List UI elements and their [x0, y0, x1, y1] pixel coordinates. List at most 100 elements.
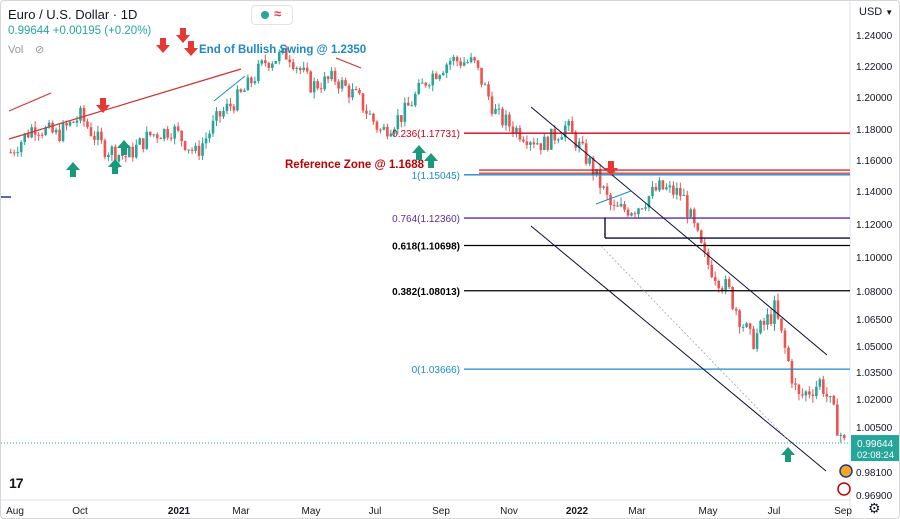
candle-body — [368, 113, 372, 115]
candle-body — [609, 194, 612, 206]
candle-body — [281, 48, 285, 53]
price-tick-label: 1.24000 — [856, 31, 893, 42]
candle-body — [253, 81, 257, 84]
candle-body — [211, 120, 215, 134]
candle-body — [75, 120, 79, 123]
candle-body — [511, 126, 515, 134]
candle-body — [556, 139, 560, 141]
candle-body — [668, 185, 672, 188]
candle-body — [550, 128, 553, 150]
candle-body — [305, 67, 309, 72]
gear-icon[interactable]: ⚙ — [868, 500, 881, 516]
candle-body — [107, 154, 110, 158]
candle-body — [169, 137, 173, 139]
candle-body — [483, 84, 487, 86]
candle-body — [291, 62, 295, 69]
candle-body — [644, 207, 647, 209]
candle-body — [759, 320, 762, 334]
candle-body — [358, 90, 361, 94]
candle-body — [567, 121, 571, 126]
candle-body — [626, 209, 630, 216]
candle-body — [288, 59, 292, 63]
price-tick-label: 1.14000 — [856, 187, 893, 198]
candle-body — [312, 81, 316, 93]
chevron-down-icon: ▼ — [885, 8, 894, 17]
candle-body — [319, 88, 323, 90]
live-dot-icon — [261, 11, 269, 19]
candle-body — [665, 187, 668, 190]
candle-body — [651, 186, 654, 197]
candle-body — [180, 130, 183, 142]
candle-body — [54, 129, 58, 133]
candle-body — [197, 145, 201, 156]
candle-body — [236, 89, 239, 111]
candle-body — [829, 396, 832, 398]
candle-body — [480, 67, 483, 85]
candle-body — [148, 131, 152, 136]
candle-body — [403, 102, 407, 122]
candle-body — [574, 132, 578, 148]
sell-arrow-icon — [156, 38, 170, 53]
time-tick-label: Oct — [72, 506, 88, 517]
candle-body — [501, 108, 504, 126]
candle-body — [647, 196, 651, 208]
candle-body — [773, 300, 776, 324]
candle-body — [525, 141, 529, 145]
eye-hidden-icon[interactable]: ⊘ — [35, 44, 45, 56]
candle-body — [9, 152, 13, 154]
candle-body — [640, 208, 644, 210]
fib-level-label: 0.764(1.12360) — [392, 214, 460, 225]
candle-body — [145, 131, 149, 149]
indicator-toggle[interactable]: ≈ — [251, 5, 293, 25]
countdown-label: 02:08:24 — [857, 450, 894, 461]
candle-body — [706, 251, 710, 265]
channel-upper-line — [530, 106, 828, 356]
interval-label[interactable]: 1D — [120, 7, 138, 22]
price-tick-label: 1.20000 — [856, 93, 893, 104]
tradingview-logo-icon[interactable]: 17 — [9, 475, 24, 491]
candle-body — [347, 85, 351, 98]
candle-body — [138, 138, 142, 145]
candle-body — [434, 73, 438, 80]
candle-body — [344, 80, 347, 86]
time-tick-label: Nov — [500, 506, 518, 517]
candle-body — [23, 133, 26, 143]
candle-body — [82, 107, 86, 122]
candle-body — [581, 141, 584, 144]
candle-body — [731, 287, 734, 309]
candle-body — [201, 143, 204, 156]
price-tick-label: 1.10000 — [856, 253, 893, 264]
candle-body — [400, 115, 403, 122]
candle-body — [682, 194, 686, 196]
candle-body — [769, 314, 773, 324]
candle-body — [298, 67, 302, 71]
candle-body — [239, 89, 243, 92]
candle-body — [766, 314, 769, 325]
candle-body — [675, 187, 679, 195]
candle-body — [121, 154, 124, 157]
candle-body — [375, 121, 379, 130]
candle-body — [176, 126, 180, 131]
candle-body — [250, 77, 253, 84]
candle-body — [619, 203, 623, 207]
currency-select[interactable]: USD ▼ — [859, 6, 893, 18]
price-tick-label: 1.12000 — [856, 220, 893, 231]
candle-body — [257, 63, 260, 82]
symbol-title[interactable]: Euro / U.S. Dollar · 1D — [8, 7, 137, 22]
candle-body — [215, 111, 218, 121]
time-tick-label: Jul — [369, 506, 382, 517]
candle-body — [431, 73, 435, 86]
sell-arrow-icon — [176, 28, 190, 43]
candle-body — [438, 75, 442, 80]
candle-body — [783, 330, 787, 348]
candle-body — [79, 107, 82, 121]
candle-body — [427, 85, 431, 87]
candle-body — [16, 152, 20, 154]
buy-arrow-icon — [781, 447, 795, 462]
candle-body — [208, 133, 211, 139]
candle-body — [309, 71, 312, 93]
candle-body — [487, 84, 490, 97]
candle-body — [473, 57, 476, 61]
